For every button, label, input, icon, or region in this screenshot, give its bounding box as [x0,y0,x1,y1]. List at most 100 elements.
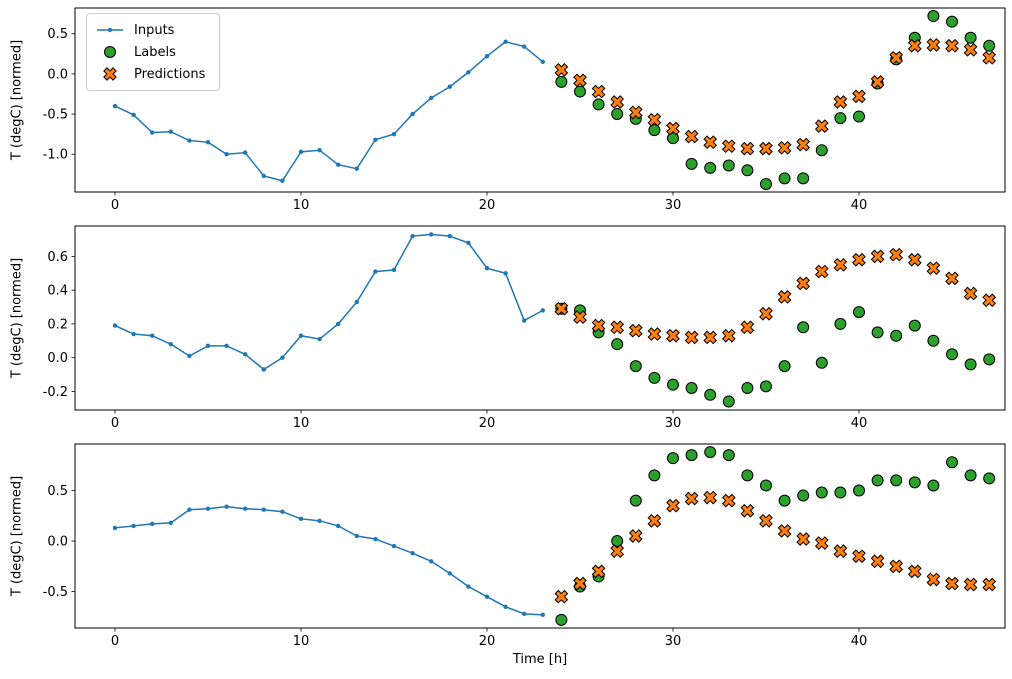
label-point [908,319,921,332]
input-point [280,178,285,183]
y-tick-label: -0.5 [43,108,68,123]
input-point [373,269,378,274]
input-point [484,594,490,599]
prediction-point [777,524,792,538]
label-point [815,486,828,499]
input-point [354,533,359,539]
x-tick-label: 30 [665,416,682,431]
subplot-1: 0 10 20 30 40 -1.0 -0.5 0.0 0.5 [43,7,1006,213]
label-point [927,334,940,347]
prediction-point [852,549,866,564]
label-point [815,356,828,369]
prediction-point [666,121,680,136]
input-point [205,343,211,349]
prediction-point [684,330,699,345]
circle-marker-icon [104,46,116,58]
prediction-point [591,318,606,333]
label-point [592,98,605,111]
input-point [187,138,192,143]
label-point [722,395,735,408]
prediction-point [889,247,904,262]
input-point [280,509,285,514]
prediction-point [721,328,736,343]
x-tick-label: 0 [111,416,119,431]
input-point [242,352,248,357]
input-point [521,611,527,617]
label-point [945,15,958,28]
label-point [704,388,717,401]
prediction-point [666,498,680,513]
label-point [927,10,940,23]
x-tick-label: 0 [111,634,119,649]
x-cross-marker-icon [103,67,117,81]
prediction-point [963,286,978,301]
prediction-point [759,513,773,528]
input-point [447,233,452,239]
y-tick-label: -0.2 [43,385,68,400]
y-tick-label: 0.0 [47,67,68,82]
x-tick-label: 20 [479,416,496,431]
input-point [168,341,173,347]
input-point [428,232,434,237]
label-point [871,326,884,339]
prediction-point [628,323,643,338]
input-point [410,233,415,239]
prediction-point [628,105,643,120]
label-point [611,108,624,121]
prediction-point [573,576,587,591]
label-point [983,472,996,485]
input-point [187,353,192,359]
label-point [834,486,847,499]
series-line-inputs [114,505,543,616]
label-point [852,306,865,319]
prediction-point [907,38,922,53]
x-tick-label: 10 [293,416,310,431]
label-point [704,446,717,459]
prediction-point [647,112,662,127]
prediction-point [982,293,997,308]
input-point [224,152,229,157]
label-point [871,474,884,487]
input-point [317,336,322,342]
label-point [945,456,958,469]
prediction-point [870,554,885,569]
label-point [797,172,810,185]
prediction-point [926,261,941,276]
prediction-point [796,137,811,152]
input-point [540,59,545,65]
prediction-point [647,513,662,528]
input-point [466,240,471,246]
prediction-point [703,330,718,345]
prediction-point [721,493,736,508]
label-point [834,112,847,125]
prediction-point [554,63,569,77]
prediction-point [889,559,904,574]
prediction-point [796,276,811,291]
input-point [168,520,173,526]
input-point [205,139,211,145]
label-point [722,449,735,462]
prediction-point [740,503,755,518]
label-point [759,479,772,492]
x-tick-label: 40 [851,416,868,431]
x-tick-label: 10 [293,198,310,213]
prediction-point [610,320,625,335]
prediction-point [814,119,829,133]
input-point [131,523,136,529]
axes-frame [74,7,1006,193]
label-point [704,161,717,174]
x-tick-label: 20 [479,198,496,213]
label-point [629,360,642,373]
input-point [540,308,545,313]
y-tick-label: -1.0 [43,148,68,163]
label-point [797,321,810,334]
input-point [410,111,415,117]
axes-frame [74,443,1006,629]
label-point [815,144,828,157]
prediction-point [610,544,625,559]
label-point [778,360,791,373]
input-point [428,95,434,101]
x-tick-label: 0 [111,198,119,213]
legend-label: Predictions [134,66,206,82]
prediction-point [982,577,997,592]
